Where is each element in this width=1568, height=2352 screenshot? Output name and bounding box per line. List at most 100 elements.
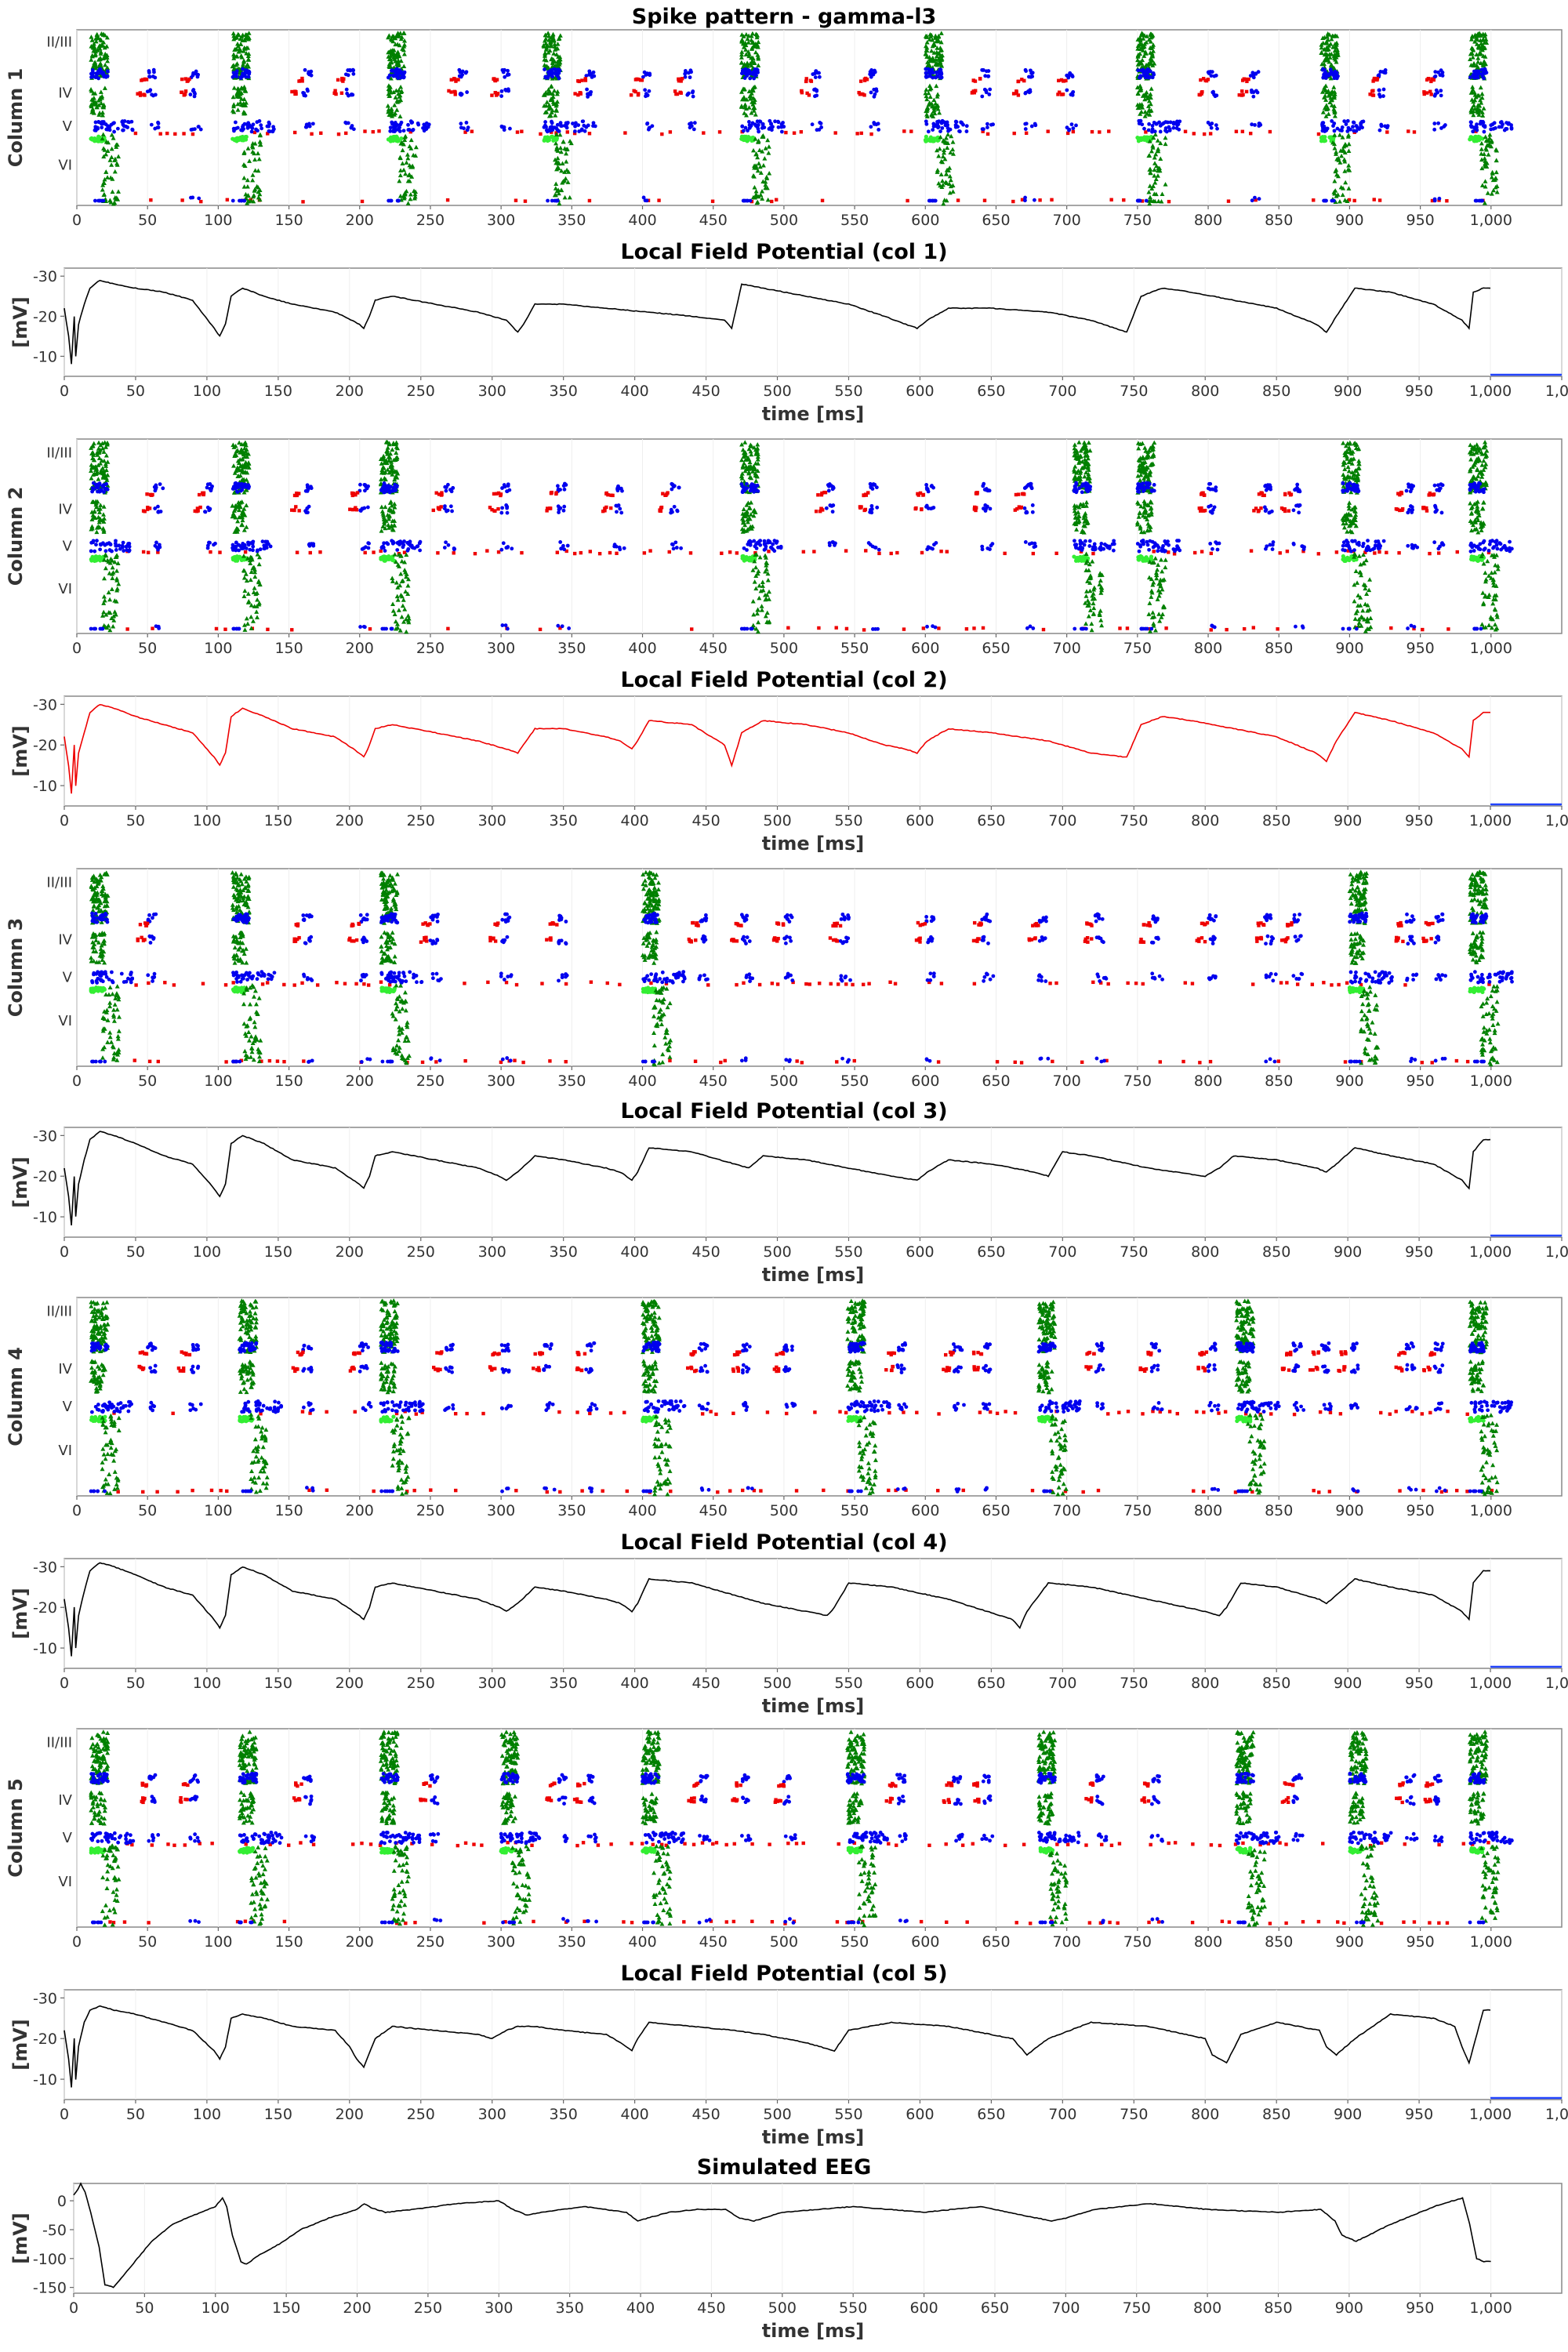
spike-marker bbox=[1345, 129, 1350, 133]
spike-marker bbox=[90, 107, 96, 112]
spike-marker bbox=[445, 198, 450, 202]
spike-marker bbox=[408, 130, 412, 134]
spike-marker bbox=[99, 68, 103, 73]
spike-marker bbox=[109, 146, 114, 151]
spike-marker bbox=[971, 90, 975, 95]
spike-marker bbox=[383, 554, 387, 559]
spike-marker bbox=[96, 98, 101, 103]
spike-marker bbox=[143, 93, 147, 97]
spike-marker bbox=[973, 89, 978, 93]
spike-marker bbox=[1297, 504, 1301, 508]
spike-marker bbox=[292, 130, 297, 135]
spike-marker bbox=[1214, 540, 1218, 544]
spike-marker bbox=[935, 122, 940, 126]
spike-marker bbox=[460, 69, 465, 74]
x-tick-label: 250 bbox=[416, 212, 445, 229]
spike-marker bbox=[921, 626, 926, 630]
spike-marker bbox=[1202, 509, 1206, 513]
spike-marker bbox=[1064, 78, 1068, 83]
x-tick-label: 50 bbox=[138, 640, 157, 657]
spike-marker bbox=[213, 541, 217, 546]
x-tick-label: 250 bbox=[407, 383, 435, 400]
spike-marker bbox=[500, 623, 505, 627]
spike-marker bbox=[195, 74, 200, 79]
spike-marker bbox=[232, 626, 236, 631]
spike-marker bbox=[298, 78, 303, 83]
spike-marker bbox=[784, 130, 788, 135]
spike-marker bbox=[1138, 75, 1142, 80]
spike-marker bbox=[546, 137, 551, 142]
spike-marker bbox=[576, 79, 580, 83]
spike-marker bbox=[267, 129, 272, 134]
spike-marker bbox=[307, 542, 312, 546]
spike-marker bbox=[980, 544, 985, 549]
spike-marker bbox=[773, 119, 777, 124]
spike-marker bbox=[618, 506, 622, 511]
spike-marker bbox=[748, 198, 753, 203]
spike-marker bbox=[561, 508, 566, 513]
spike-marker bbox=[560, 624, 564, 629]
spike-marker bbox=[717, 130, 722, 134]
spike-marker bbox=[862, 628, 866, 632]
spike-marker bbox=[147, 71, 151, 74]
spike-marker bbox=[240, 481, 244, 486]
spike-marker bbox=[336, 132, 341, 136]
raster-col1-y-axis-label: Column 1 bbox=[5, 68, 27, 168]
spike-marker bbox=[964, 124, 969, 129]
spike-marker bbox=[442, 546, 447, 550]
spike-marker bbox=[1029, 124, 1034, 129]
spike-marker bbox=[688, 75, 692, 80]
spike-marker bbox=[928, 135, 933, 140]
spike-marker bbox=[366, 546, 371, 550]
spike-marker bbox=[1352, 198, 1356, 203]
x-tick-label: 400 bbox=[620, 383, 648, 400]
spike-marker bbox=[1148, 69, 1152, 74]
spike-marker bbox=[183, 93, 187, 96]
spike-marker bbox=[1432, 540, 1437, 545]
spike-marker bbox=[103, 549, 108, 554]
spike-marker bbox=[1214, 488, 1218, 493]
spike-marker bbox=[90, 97, 96, 103]
spike-marker bbox=[895, 550, 899, 555]
spike-marker bbox=[556, 504, 561, 509]
spike-marker bbox=[364, 484, 368, 488]
spike-marker bbox=[1065, 131, 1070, 136]
layer-label: VI bbox=[58, 581, 72, 597]
spike-marker bbox=[1240, 93, 1244, 97]
spike-marker bbox=[127, 541, 132, 546]
spike-marker bbox=[1257, 492, 1261, 496]
x-tick-label: 150 bbox=[264, 383, 292, 400]
spike-marker bbox=[383, 549, 387, 553]
spike-marker bbox=[1255, 90, 1260, 95]
spike-marker bbox=[572, 551, 577, 556]
spike-marker bbox=[674, 546, 679, 550]
spike-marker bbox=[1109, 198, 1113, 201]
spike-marker bbox=[495, 492, 499, 495]
spike-marker bbox=[110, 549, 114, 554]
spike-marker bbox=[297, 509, 301, 513]
spike-marker bbox=[439, 505, 443, 509]
spike-marker bbox=[1412, 130, 1417, 134]
spike-marker bbox=[1024, 510, 1029, 514]
spike-marker bbox=[807, 93, 811, 97]
spike-marker bbox=[401, 543, 406, 547]
spike-marker bbox=[237, 136, 241, 141]
spike-marker bbox=[1265, 483, 1270, 488]
spike-marker bbox=[94, 554, 99, 559]
spike-marker bbox=[924, 138, 928, 143]
spike-marker bbox=[553, 71, 557, 76]
spike-marker bbox=[688, 551, 693, 555]
spike-marker bbox=[307, 124, 312, 129]
spike-marker bbox=[1033, 122, 1037, 126]
spike-marker bbox=[572, 129, 577, 133]
lfp-col1-title: Local Field Potential (col 1) bbox=[620, 240, 947, 264]
spike-marker bbox=[1477, 198, 1482, 203]
spike-marker bbox=[567, 626, 572, 630]
raster-col2-plot: 0 50 100 150 200 250 300 350 400 450 500 550 600 650 7… bbox=[5, 438, 1563, 657]
spike-marker bbox=[473, 551, 477, 556]
spike-marker bbox=[940, 125, 945, 130]
spike-marker bbox=[546, 198, 550, 203]
spike-marker bbox=[953, 119, 958, 124]
spike-marker bbox=[1316, 132, 1321, 136]
spike-marker bbox=[1381, 70, 1385, 74]
